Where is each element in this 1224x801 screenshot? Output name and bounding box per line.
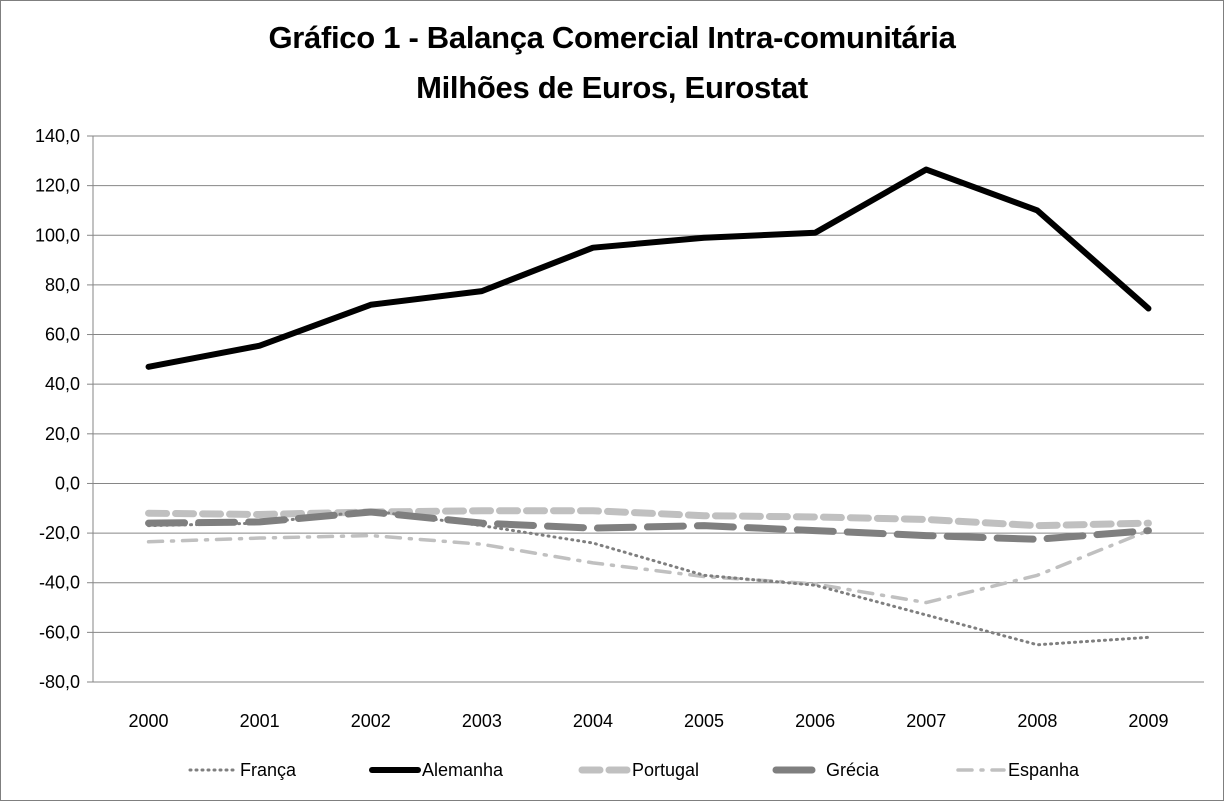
legend-label: Portugal [632, 760, 699, 780]
y-tick-label: 40,0 [45, 374, 80, 394]
x-tick-label: 2007 [906, 711, 946, 731]
x-tick-label: 2008 [1017, 711, 1057, 731]
legend: França Alemanha Portugal Grécia Espanha [188, 760, 1080, 780]
series-line-alemanha [145, 166, 1152, 370]
x-tick-label: 2004 [573, 711, 613, 731]
x-axis-ticks: 2000 2001 2002 2003 2004 2005 2006 2007 2008 2009 [129, 711, 1169, 731]
gridlines [87, 135, 1204, 683]
y-tick-label: 120,0 [35, 176, 80, 196]
y-tick-label: -20,0 [39, 523, 80, 543]
y-tick-label: 20,0 [45, 424, 80, 444]
x-tick-label: 2003 [462, 711, 502, 731]
y-tick-label: 0,0 [55, 473, 80, 493]
x-tick-label: 2009 [1128, 711, 1168, 731]
x-tick-label: 2006 [795, 711, 835, 731]
y-tick-label: 60,0 [45, 325, 80, 345]
y-axis-ticks: 140,0 120,0 100,0 80,0 60,0 40,0 20,0 0,0 -20,0 -… [35, 126, 80, 692]
y-tick-label: 140,0 [35, 126, 80, 146]
chart-subtitle: Milhões de Euros, Eurostat [416, 70, 808, 105]
chart-title: Gráfico 1 - Balança Comercial Intra-comu… [268, 20, 956, 55]
legend-label: Alemanha [422, 760, 504, 780]
series-lines [145, 166, 1152, 647]
y-tick-label: 80,0 [45, 275, 80, 295]
series-line-espanha [146, 528, 1151, 605]
y-tick-label: -40,0 [39, 573, 80, 593]
series-line-portugal [145, 507, 1152, 530]
x-tick-label: 2002 [351, 711, 391, 731]
x-tick-label: 2001 [240, 711, 280, 731]
series-line-frança [147, 509, 1150, 647]
legend-label: Espanha [1008, 760, 1080, 780]
x-tick-label: 2005 [684, 711, 724, 731]
legend-label: Grécia [826, 760, 880, 780]
y-tick-label: -80,0 [39, 672, 80, 692]
y-tick-label: 100,0 [35, 225, 80, 245]
legend-label: França [240, 760, 297, 780]
y-tick-label: -60,0 [39, 622, 80, 642]
x-tick-label: 2000 [129, 711, 169, 731]
